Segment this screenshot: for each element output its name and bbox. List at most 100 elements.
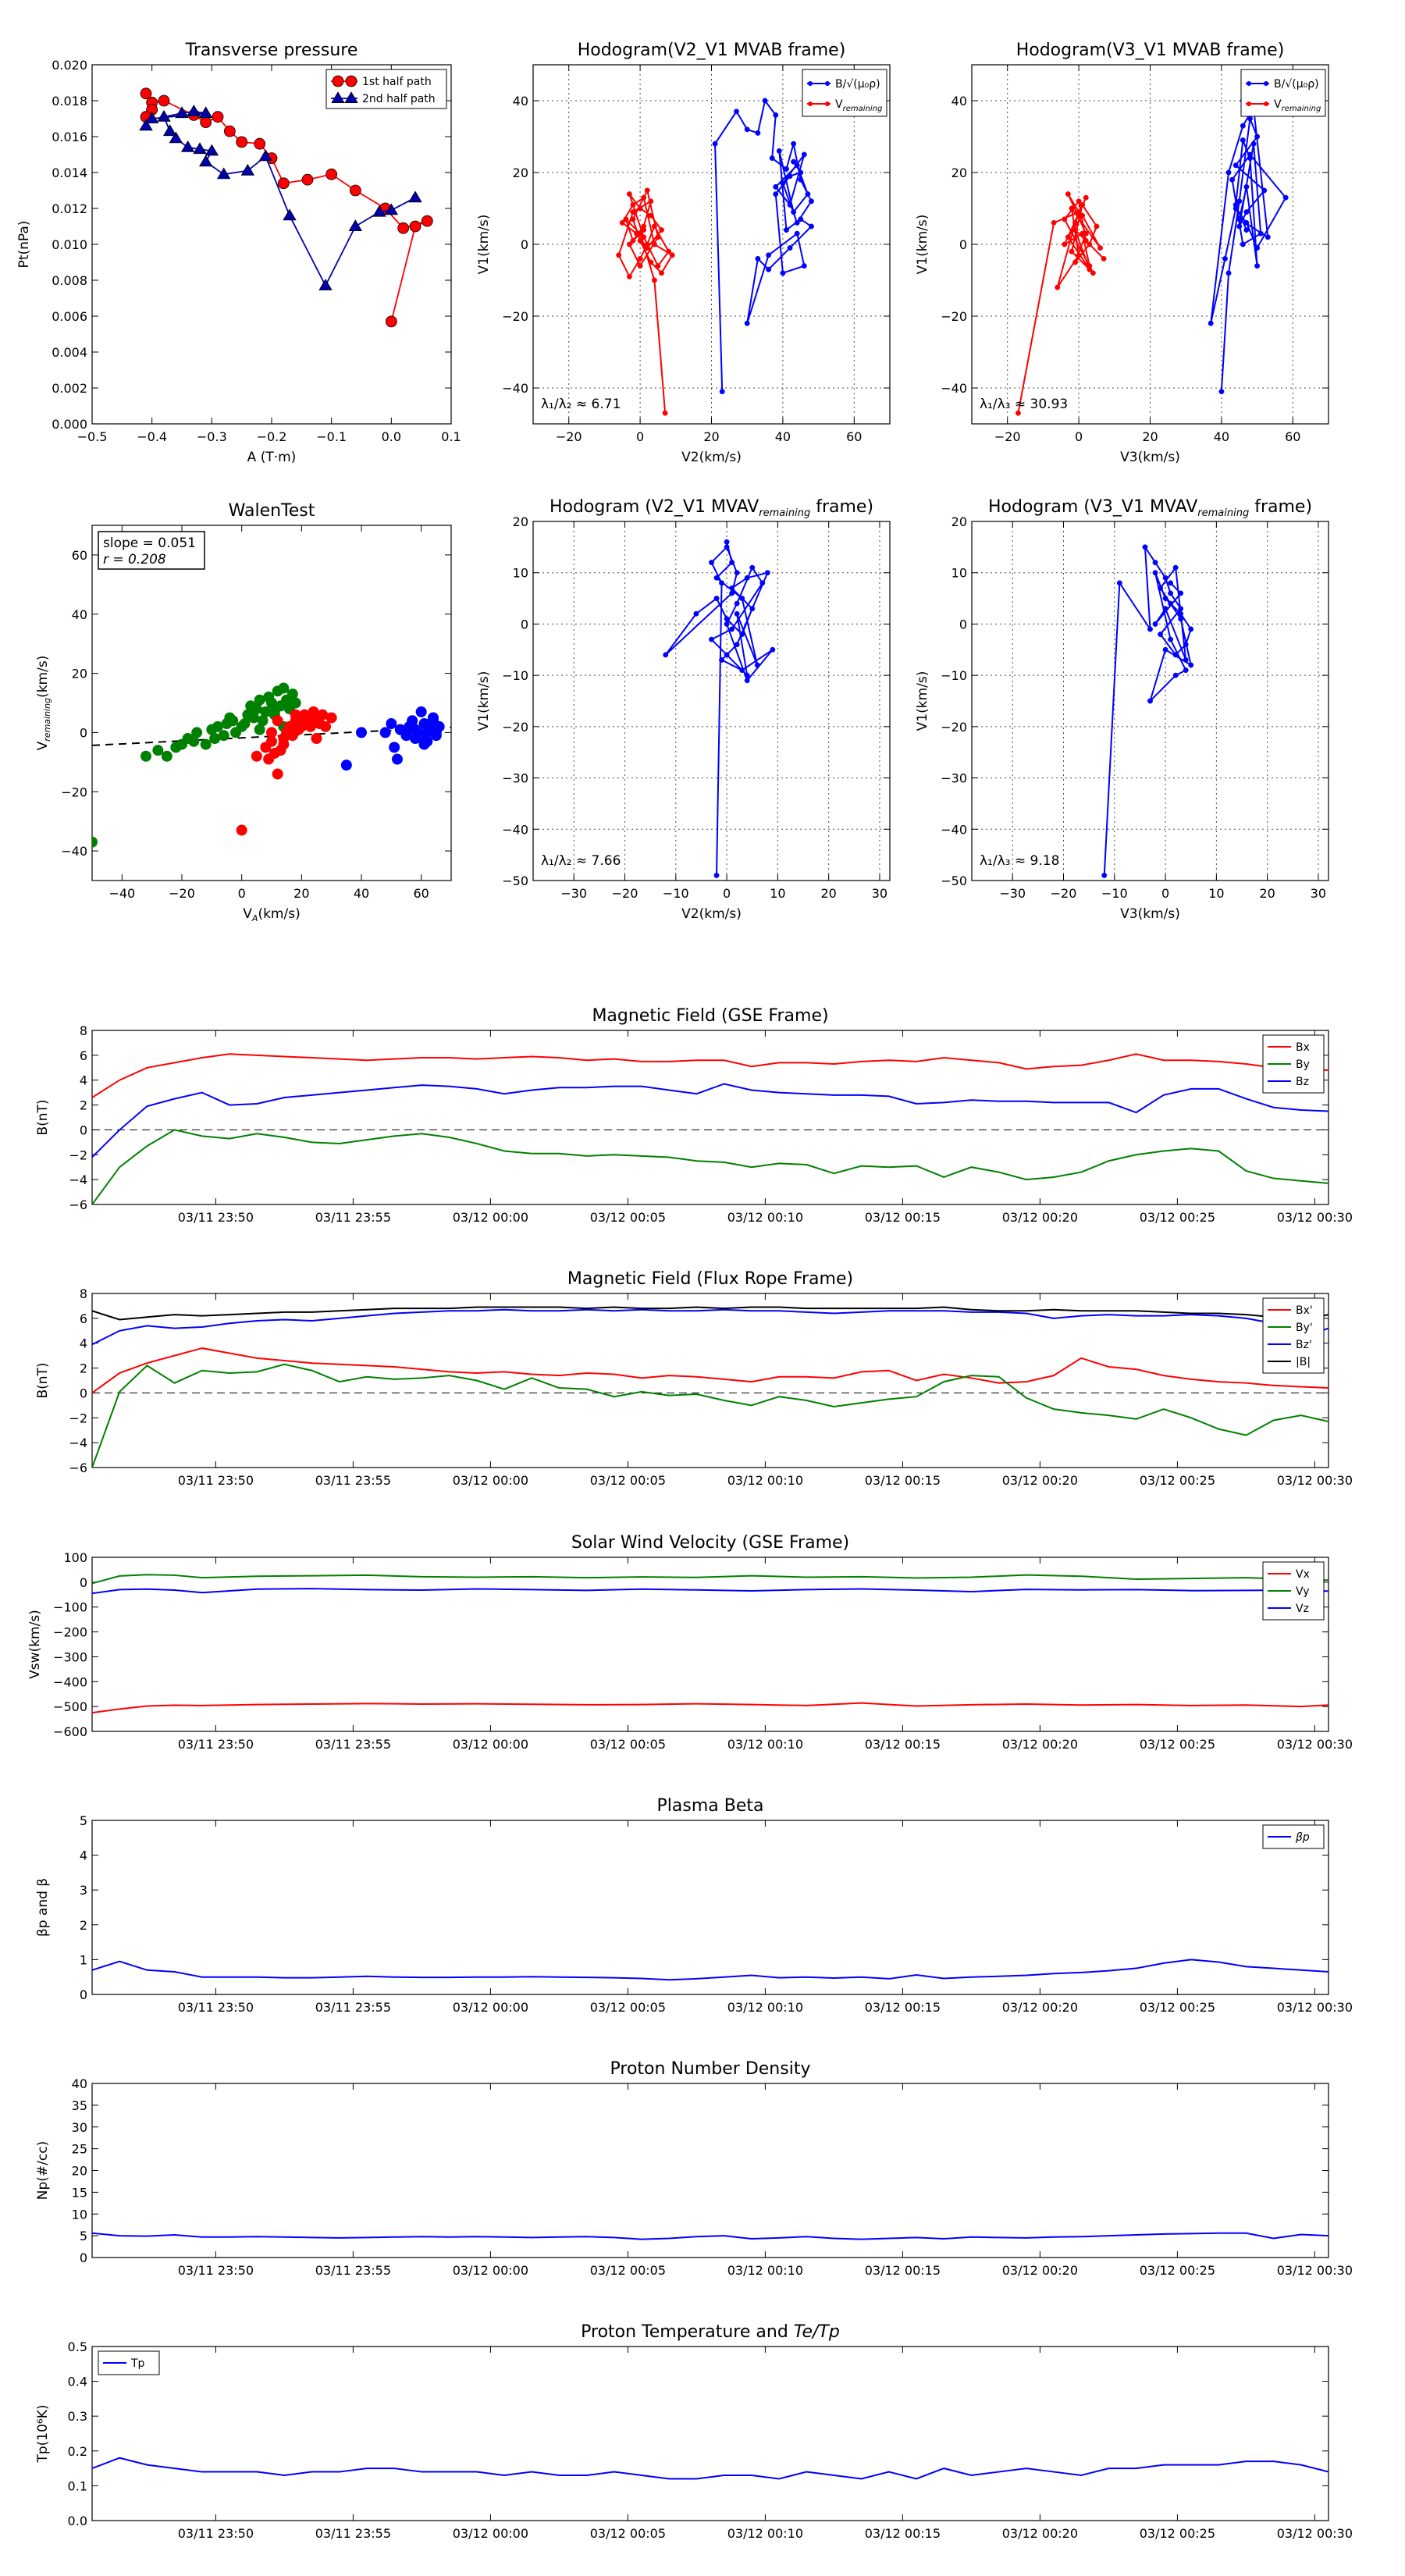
data-point (1094, 223, 1100, 229)
data-point (258, 149, 273, 162)
data-point (1172, 652, 1179, 658)
chart-title-tail: frame) (1249, 497, 1312, 517)
x-tick-label: 03/12 00:15 (865, 1473, 941, 1488)
x-tick-label: 20 (820, 886, 836, 901)
x-axis-label-unit: (km/s) (258, 906, 300, 922)
x-tick-label: 30 (1311, 886, 1326, 901)
data-point (284, 724, 295, 735)
data-point (1147, 626, 1153, 632)
x-tick-label: 03/11 23:55 (315, 2000, 391, 2015)
legend-label: 1st half path (362, 76, 432, 88)
x-tick-label: −30 (560, 886, 587, 901)
data-point (626, 273, 632, 279)
data-point (205, 144, 219, 156)
data-point (1178, 590, 1184, 596)
x-tick-label: 03/12 00:20 (1002, 1473, 1078, 1488)
data-point (1051, 219, 1057, 226)
y-axis-label: Pt(nPa) (16, 221, 32, 269)
data-point (223, 125, 236, 137)
y-tick-label: 0 (80, 2250, 87, 2265)
data-point (744, 320, 750, 326)
x-tick-label: −0.1 (316, 429, 347, 444)
y-tick-label: 20 (513, 165, 528, 180)
x-tick-label: 03/12 00:00 (453, 2000, 528, 2015)
data-point (1168, 590, 1174, 596)
x-tick-label: 40 (775, 429, 791, 444)
legend-marker (1264, 81, 1268, 86)
data-point (719, 656, 725, 663)
data-point (180, 141, 195, 152)
data-point (1069, 248, 1075, 254)
y-tick-label: 100 (63, 1550, 87, 1565)
x-tick-label: 03/11 23:50 (178, 1210, 254, 1225)
data-point (1218, 389, 1225, 395)
legend-label: Bz (1296, 1076, 1309, 1088)
legend-marker (1247, 101, 1251, 106)
x-tick-label: 0 (636, 429, 644, 444)
x-axis-label: V3(km/s) (1120, 450, 1180, 465)
y-tick-label: 8 (80, 1286, 87, 1301)
x-tick-label: 03/12 00:15 (865, 2000, 941, 2015)
plot-area (92, 1574, 1329, 1714)
y-tick-label: 0 (80, 1575, 87, 1590)
legend-label-subscript: remaining (843, 105, 883, 113)
data-point (1254, 133, 1261, 140)
data-point (794, 230, 800, 237)
y-axis-label: V1(km/s) (915, 671, 930, 731)
data-point (1147, 698, 1153, 704)
y-tick-label: 0.012 (52, 201, 87, 216)
chart-magnetic-field-gse: 03/11 23:50 03/11 23:55 03/12 00:00 03/12 0… (35, 1006, 1353, 1225)
y-tick-label: −20 (941, 720, 967, 735)
x-tick-label: 0 (238, 886, 246, 901)
data-point (1243, 183, 1250, 190)
y-tick-label: 4 (80, 1336, 87, 1351)
legend-label-subscript: remaining (1282, 105, 1321, 113)
y-tick-label: 0.008 (52, 273, 87, 288)
data-point (659, 270, 664, 276)
legend-marker (808, 101, 813, 106)
y-axis-label: B(nT) (35, 1362, 51, 1398)
data-point (236, 824, 247, 836)
x-axis-label: V3(km/s) (1120, 906, 1180, 922)
data-point (784, 227, 789, 233)
legend-marker (825, 101, 830, 106)
chart-transverse-pressure: −0.5 −0.4 −0.3 −0.2 −0.1 0.0 0.1 0.000 0.002 0.00… (16, 41, 461, 465)
chart-proton-temperature: 03/11 23:50 03/11 23:55 03/12 00:00 03/12 0… (35, 2322, 1353, 2541)
series-line (617, 188, 674, 414)
data-point (1254, 263, 1261, 269)
y-tick-label: 2 (80, 1918, 87, 1933)
data-point (418, 738, 430, 750)
y-tick-label: 30 (72, 2120, 87, 2135)
data-point (277, 177, 290, 190)
y-tick-label: 0.1 (68, 2478, 87, 2493)
data-point (1090, 270, 1096, 276)
chart-title: Hodogram(V2_V1 MVAB frame) (578, 41, 846, 60)
data-point (266, 727, 277, 738)
chart-title: Hodogram (V2_V1 MVAVremaining frame) (550, 497, 873, 519)
y-tick-label: 20 (951, 514, 967, 529)
data-point (200, 116, 212, 129)
data-point (161, 750, 173, 762)
y-tick-label: 10 (72, 2207, 87, 2222)
x-tick-label: 03/12 00:20 (1002, 2000, 1078, 2015)
x-tick-label: 03/11 23:50 (178, 2526, 254, 2541)
x-tick-label: 03/12 00:10 (727, 1210, 803, 1225)
legend-label: By (1296, 1059, 1310, 1071)
data-point (787, 245, 793, 251)
legend-marker (331, 91, 345, 104)
chart-walen-test: −40 −20 0 20 40 60−40−200204060WalenTestVA(km… (35, 501, 452, 923)
legend-marker (1264, 101, 1268, 106)
y-tick-label: 40 (72, 2076, 87, 2091)
data-point (729, 590, 735, 596)
y-tick-label: 6 (80, 1048, 87, 1063)
x-tick-label: 03/12 00:00 (453, 2526, 528, 2541)
legend-marker (808, 81, 813, 86)
data-point (290, 709, 301, 720)
x-tick-label: 40 (354, 886, 369, 901)
data-point (630, 216, 636, 222)
x-tick-label: 03/12 00:30 (1277, 2526, 1353, 2541)
data-point (616, 252, 622, 258)
x-tick-label: −10 (663, 886, 689, 901)
data-point (1225, 270, 1232, 276)
y-tick-label: −2 (69, 1147, 87, 1162)
